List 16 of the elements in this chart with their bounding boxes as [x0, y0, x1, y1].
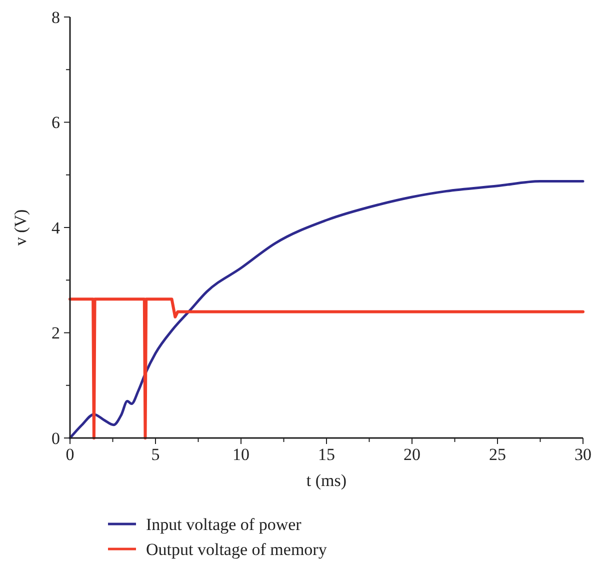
y-tick-label: 8 [52, 8, 60, 27]
x-tick-label: 25 [489, 445, 506, 464]
y-axis-title: v (V) [11, 209, 30, 246]
x-tick-label: 5 [151, 445, 160, 464]
x-tick-label: 15 [318, 445, 335, 464]
legend-label: Input voltage of power [146, 514, 302, 534]
x-tick-label: 30 [574, 445, 592, 464]
x-tick-label: 0 [66, 445, 74, 464]
x-tick-label: 10 [232, 445, 250, 464]
y-tick-label: 2 [52, 324, 60, 343]
y-tick-label: 0 [52, 428, 60, 448]
y-tick-label: 4 [52, 218, 60, 238]
x-axis-title: t (ms) [306, 471, 347, 490]
x-tick-label: 20 [404, 445, 420, 464]
y-tick-label: 6 [52, 113, 60, 132]
legend-label: Output voltage of memory [146, 540, 328, 559]
